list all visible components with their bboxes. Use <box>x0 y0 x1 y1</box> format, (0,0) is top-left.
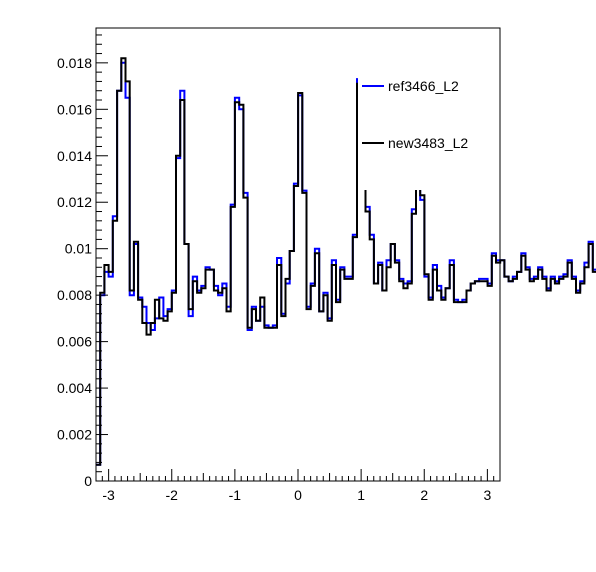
x-tick-label: 2 <box>420 487 428 503</box>
legend-label-new: new3483_L2 <box>388 135 468 151</box>
y-tick-label: 0.016 <box>57 101 92 117</box>
x-tick-label: 1 <box>357 487 365 503</box>
y-tick-label: 0 <box>84 473 92 489</box>
legend: ref3466_L2 new3483_L2 <box>358 40 494 190</box>
x-tick-label: 3 <box>483 487 491 503</box>
x-tick-label: -2 <box>166 487 179 503</box>
y-tick-label: 0.006 <box>57 334 92 350</box>
y-tick-label: 0.01 <box>65 241 92 257</box>
x-axis: -3 -2 -1 0 1 2 3 <box>95 469 501 503</box>
y-tick-label: 0.018 <box>57 55 92 71</box>
x-tick-label: -1 <box>229 487 242 503</box>
y-tick-label: 0.012 <box>57 194 92 210</box>
series-layer <box>96 50 596 466</box>
y-tick-label: 0.008 <box>57 287 92 303</box>
legend-label-ref: ref3466_L2 <box>388 78 459 94</box>
x-tick-label: -3 <box>102 487 115 503</box>
x-tick-label: 0 <box>294 487 302 503</box>
y-axis: 0 0.002 0.004 0.006 0.008 0.01 0.012 0.014 0.016… <box>57 34 108 489</box>
legend-box <box>358 40 494 190</box>
y-tick-label: 0.014 <box>57 148 92 164</box>
y-tick-label: 0.002 <box>57 427 92 443</box>
series-line-new3483-l2 <box>96 54 596 466</box>
y-tick-label: 0.004 <box>57 380 92 396</box>
